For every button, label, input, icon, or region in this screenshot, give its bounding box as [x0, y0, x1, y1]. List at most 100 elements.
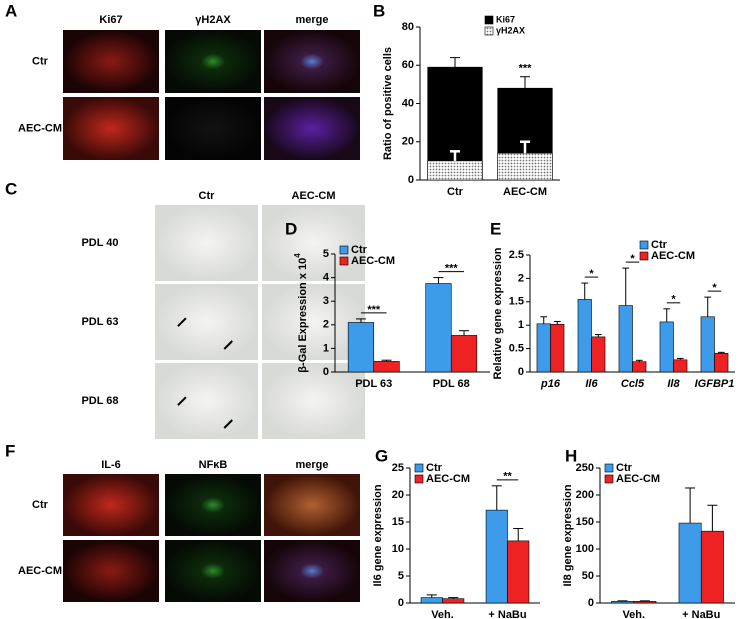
y-tick-label: 5: [398, 570, 404, 582]
significance: *: [712, 282, 717, 294]
column-header: Ctr: [199, 190, 216, 202]
micrograph: [264, 474, 360, 536]
y-axis-label-text: Il8 gene expression: [562, 484, 574, 586]
y-tick-label: 10: [392, 543, 404, 555]
y-tick-label: 20: [392, 489, 404, 501]
bar: [485, 509, 508, 604]
bar: [425, 283, 452, 373]
panel-letter: E: [490, 219, 501, 238]
micrograph: [165, 97, 261, 160]
panel-letter: A: [5, 1, 17, 20]
legend-label: Ctr: [651, 239, 668, 251]
y-tick-label: 150: [576, 516, 594, 528]
y-tick-label: 0: [323, 366, 329, 378]
bar: [497, 152, 553, 181]
y-tick-label: 100: [576, 543, 594, 555]
y-tick-label: 2.5: [509, 249, 524, 261]
legend-label: γH2AX: [496, 25, 525, 35]
x-tick-label: p16: [540, 378, 561, 390]
y-axis-label-sup: 4: [293, 253, 302, 258]
y-tick-label: 20: [402, 136, 414, 148]
x-tick-label: Il6: [585, 378, 598, 390]
bar: [618, 305, 633, 373]
micrograph: [264, 30, 360, 93]
legend-swatch: [339, 245, 349, 255]
bar: [632, 361, 647, 373]
x-tick-label: + NaBu: [488, 609, 526, 619]
y-axis-label-text: Relative gene expression: [492, 247, 504, 379]
bar: [507, 540, 530, 604]
y-tick-label: 5: [323, 248, 329, 260]
arrow: [177, 396, 187, 406]
micrograph: [63, 97, 159, 160]
panel-letter: D: [285, 219, 297, 238]
y-tick-label: 1: [518, 319, 524, 331]
y-tick-label: 0: [588, 597, 594, 609]
legend-label: AEC-CM: [651, 250, 695, 262]
micrograph: [262, 205, 365, 281]
micrograph: [262, 284, 365, 360]
row-label: PDL 63: [81, 316, 118, 328]
y-tick-label: 15: [392, 516, 404, 528]
bar: [673, 359, 688, 373]
significance: ***: [519, 63, 533, 75]
y-tick-label: 4: [323, 272, 330, 284]
bar: [633, 601, 657, 604]
y-tick-label: 3: [323, 295, 329, 307]
column-header: merge: [295, 459, 328, 471]
y-axis-label: Relative gene expression: [492, 247, 504, 379]
y-tick-label: 25: [392, 462, 404, 474]
x-tick-label: Ctr: [447, 186, 464, 198]
panel-letter: F: [5, 441, 15, 460]
bar: [536, 323, 551, 373]
bar: [659, 321, 674, 373]
column-header: IL-6: [101, 459, 121, 471]
legend-swatch: [639, 240, 649, 250]
bar: [700, 316, 715, 373]
y-tick-label: 2: [518, 272, 524, 284]
micrograph: [155, 205, 258, 281]
row-label: PDL 68: [81, 395, 118, 407]
y-tick-label: 2: [323, 319, 329, 331]
y-tick-label: 60: [402, 59, 414, 71]
x-tick-label: PDL 63: [355, 378, 392, 390]
y-axis-label-text: Ratio of positive cells: [382, 47, 394, 160]
bar: [678, 522, 702, 604]
x-tick-label: PDL 68: [433, 378, 470, 390]
row-label: PDL 40: [81, 237, 118, 249]
y-tick-label: 1: [323, 342, 329, 354]
bar: [347, 322, 375, 373]
bar: [442, 598, 465, 604]
micrograph: [165, 540, 261, 602]
column-header: γH2AX: [195, 14, 231, 26]
legend-swatch: [414, 463, 424, 473]
bar: [591, 336, 606, 373]
bar: [427, 160, 483, 181]
x-tick-label: Veh.: [431, 609, 454, 619]
y-axis-label-text: β-Gal Expression x 10: [297, 258, 309, 373]
micrograph: [155, 284, 258, 360]
legend-label: Ctr: [616, 462, 633, 474]
bar: [450, 335, 478, 373]
significance: *: [589, 268, 594, 280]
legend-label: AEC-CM: [426, 473, 470, 485]
y-axis-label: β-Gal Expression x 104: [293, 253, 309, 373]
legend-label: AEC-CM: [616, 473, 660, 485]
legend-swatch: [604, 474, 614, 484]
bar: [714, 352, 729, 373]
legend-swatch: [484, 15, 494, 25]
y-tick-label: 40: [402, 97, 414, 109]
micrograph: [155, 363, 258, 439]
y-axis-label: Il8 gene expression: [562, 484, 574, 586]
y-tick-label: 0.5: [509, 343, 524, 355]
column-header: AEC-CM: [292, 190, 336, 202]
column-header: NFκB: [199, 459, 228, 471]
panel-letter: G: [375, 446, 388, 465]
micrograph: [264, 97, 360, 160]
panel-letter: C: [5, 179, 17, 198]
legend-swatch: [484, 26, 494, 36]
bar: [420, 597, 443, 604]
row-label: Ctr: [32, 55, 49, 67]
panel-letter: H: [565, 446, 577, 465]
legend-label: AEC-CM: [351, 255, 395, 267]
